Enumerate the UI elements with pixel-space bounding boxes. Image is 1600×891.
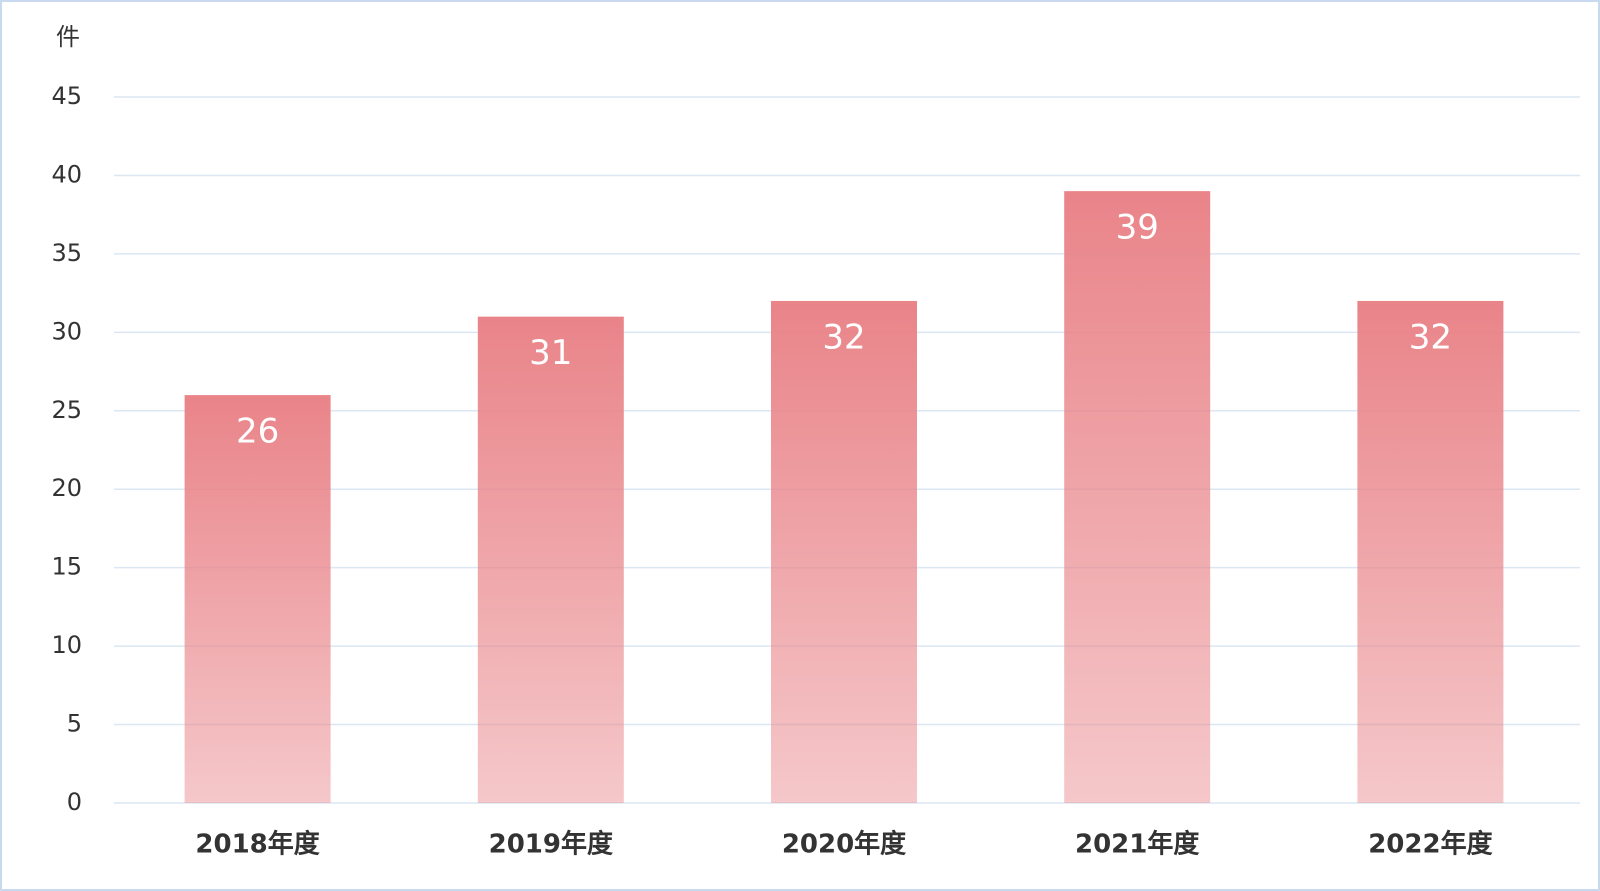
y-unit-label: 件 [56,23,80,51]
data-label: 31 [529,333,572,373]
x-tick-label: 2020年度 [782,829,906,860]
y-tick-label: 35 [51,239,82,267]
data-label: 26 [236,412,279,452]
x-tick-label: 2021年度 [1075,829,1199,860]
x-tick-label: 2018年度 [195,829,319,860]
y-tick-label: 45 [51,82,82,110]
data-label: 39 [1116,208,1159,248]
x-tick-label: 2019年度 [489,829,613,860]
y-tick-label: 0 [67,788,82,816]
y-tick-label: 25 [51,396,82,424]
y-tick-label: 20 [51,474,82,502]
bar [771,300,917,803]
data-label: 32 [822,317,865,357]
data-label: 32 [1409,317,1452,357]
y-tick-label: 40 [51,160,82,188]
bar [1064,191,1211,804]
bar [1357,300,1504,803]
y-tick-label: 30 [51,317,82,345]
bar [184,395,331,803]
y-tick-label: 15 [51,553,82,581]
y-tick-label: 10 [51,631,82,659]
bar [477,316,624,803]
y-tick-label: 5 [67,710,82,738]
x-tick-label: 2022年度 [1368,829,1492,860]
